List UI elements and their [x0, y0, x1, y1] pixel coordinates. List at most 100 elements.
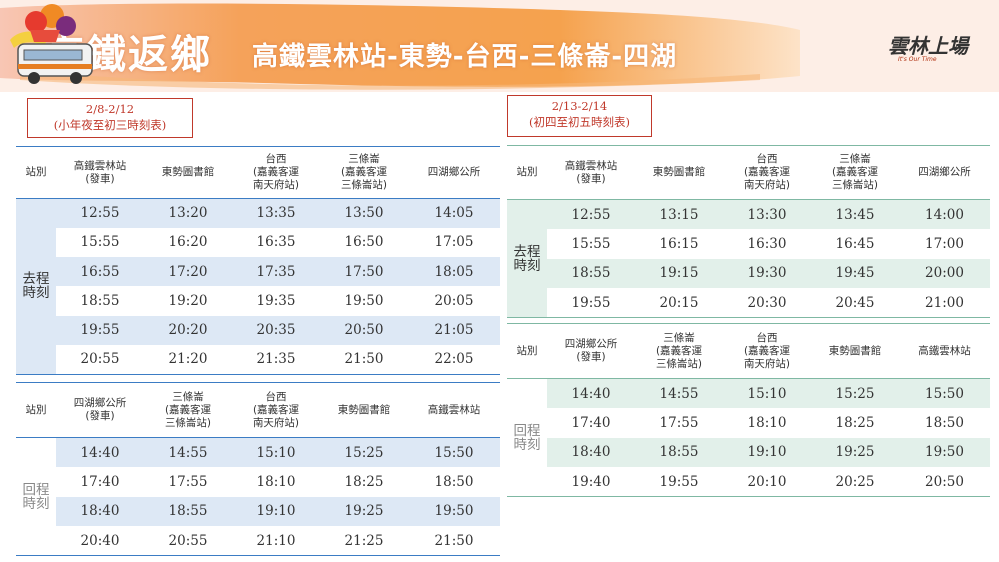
station-header-line: 三條崙: [172, 390, 204, 403]
direction-label: 去程 時刻: [16, 198, 56, 375]
direction-label-line: 去程: [22, 271, 50, 288]
time-cell: 13:35: [232, 198, 320, 228]
time-cell: 21:35: [256, 351, 296, 368]
table-row: 15:55 16:20 16:35 16:50 17:05: [16, 228, 500, 257]
time-cell: 15:10: [232, 437, 320, 467]
station-header-line: 東勢圖書館: [161, 166, 215, 178]
time-cell: 18:50: [925, 414, 964, 431]
left-period-note: (小年夜至初三時刻表): [53, 118, 167, 132]
time-cell: 19:55: [659, 473, 699, 490]
time-cell: 14:55: [144, 437, 232, 467]
station-header: 高鐵雲林站: [408, 383, 500, 438]
time-cell: 18:40: [547, 437, 635, 467]
banner-brush-stroke: [0, 0, 999, 92]
table-row: 19:55 20:15 20:30 20:45 21:00: [507, 288, 990, 318]
station-header-line: (嘉義客運: [743, 166, 791, 178]
table-row: 17:40 17:55 18:10 18:25 18:50: [507, 408, 990, 438]
time-cell: 20:25: [835, 473, 875, 490]
table-row: 19:55 20:20 20:35 20:50 21:05: [16, 315, 500, 345]
station-header: 四湖鄉公所: [899, 146, 990, 200]
station-header-line: 四湖鄉公所: [427, 166, 481, 178]
direction-label-line: 時刻: [22, 495, 50, 512]
route-title: 高鐵雲林站-東勢-台西-三條崙-四湖: [252, 42, 678, 72]
time-cell: 18:55: [144, 496, 232, 526]
time-cell: 19:35: [256, 293, 296, 310]
station-header: 三條崙 (嘉義客運 三條崙站): [811, 146, 899, 200]
time-cell: 19:25: [320, 496, 408, 526]
right-outbound-timetable: 站別 高鐵雲林站 (發車) 東勢圖書館 台西 (嘉義客運 南天府站) 三條崙 (嘉義客運 三條崙站…: [507, 145, 990, 318]
station-header-line: 三條崙: [348, 153, 380, 165]
station-label-header: 站別: [516, 166, 538, 178]
left-return-timetable: 站別 四湖鄉公所 (發車) 三條崙 (嘉義客運 三條崙站) 台西 (嘉義客運 南天府站) 東勢圖書…: [16, 382, 500, 556]
time-cell: 21:00: [925, 294, 964, 311]
station-header-line: 東勢圖書館: [652, 166, 706, 178]
table-row: 18:55 19:15 19:30 19:45 20:00: [507, 258, 990, 288]
right-return-timetable: 站別 四湖鄉公所 (發車) 三條崙 (嘉義客運 三條崙站) 台西 (嘉義客運 南天府站) 東勢圖書…: [507, 323, 990, 497]
time-cell: 20:20: [144, 315, 232, 345]
station-header: 高鐵雲林站: [899, 324, 990, 379]
direction-label-line: 回程: [513, 422, 541, 439]
station-header-line: (嘉義客運: [655, 344, 703, 357]
time-cell: 16:50: [344, 234, 384, 251]
direction-label: 去程 時刻: [507, 199, 547, 318]
fruit-bus-icon: [10, 4, 93, 84]
time-cell: 20:40: [80, 532, 120, 549]
time-cell: 13:50: [320, 198, 408, 228]
station-header: 四湖鄉公所 (發車): [547, 324, 635, 379]
table-row: 16:55 17:20 17:35 17:50 18:05: [16, 257, 500, 287]
header-row: 站別 高鐵雲林站 (發車) 東勢圖書館 台西 (嘉義客運 南天府站) 三條崙 (嘉義客運 三條崙站…: [16, 146, 500, 199]
table-row: 19:40 19:55 20:10 20:25 20:50: [507, 467, 990, 497]
time-cell: 21:20: [168, 351, 208, 368]
time-cell: 18:05: [408, 257, 500, 287]
right-period-box: 2/13-2/14 (初四至初五時刻表): [507, 95, 652, 137]
time-cell: 16:30: [747, 235, 787, 252]
table-row: 去程 時刻 12:55 13:15 13:30 13:45 14:00: [507, 199, 990, 318]
time-cell: 21:05: [408, 315, 500, 345]
station-header-line: 四湖鄉公所: [564, 338, 618, 350]
station-header: 台西 (嘉義客運 南天府站): [723, 146, 811, 200]
time-cell: 20:30: [747, 294, 787, 311]
time-cell: 15:50: [408, 437, 500, 467]
station-header-line: (嘉義客運: [164, 403, 212, 416]
station-header-line: 四湖鄉公所: [918, 166, 971, 178]
time-cell: 19:25: [811, 437, 899, 467]
direction-label: 回程 時刻: [507, 378, 547, 497]
time-cell: 16:15: [659, 235, 699, 252]
time-cell: 20:55: [80, 351, 120, 368]
time-cell: 19:15: [635, 258, 723, 288]
time-cell: 17:50: [320, 257, 408, 287]
station-header-line: 三條崙: [663, 331, 695, 344]
station-header: 四湖鄉公所 (發車): [56, 383, 144, 438]
time-cell: 14:40: [547, 378, 635, 408]
time-cell: 13:30: [723, 199, 811, 229]
time-cell: 13:20: [144, 198, 232, 228]
right-period-dates: 2/13-2/14: [551, 99, 608, 113]
time-cell: 17:05: [434, 234, 474, 251]
time-cell: 19:55: [571, 294, 611, 311]
station-header: 台西 (嘉義客運 南天府站): [232, 383, 320, 438]
time-cell: 17:55: [659, 414, 699, 431]
time-cell: 20:35: [232, 315, 320, 345]
table-row: 18:40 18:55 19:10 19:25 19:50: [507, 437, 990, 467]
time-cell: 21:10: [256, 532, 296, 549]
time-cell: 15:55: [80, 234, 120, 251]
time-cell: 19:40: [571, 473, 611, 490]
station-header-line: 台西: [265, 153, 287, 165]
time-cell: 17:00: [925, 235, 964, 252]
direction-label-line: 時刻: [513, 436, 541, 453]
station-header: 四湖鄉公所: [408, 147, 500, 199]
time-cell: 15:25: [320, 437, 408, 467]
station-header-line: 南天府站): [252, 179, 300, 191]
station-header-line: (嘉義客運: [340, 166, 388, 178]
station-header-line: 四湖鄉公所: [73, 397, 127, 409]
station-header: 東勢圖書館: [144, 147, 232, 199]
left-outbound-timetable: 站別 高鐵雲林站 (發車) 東勢圖書館 台西 (嘉義客運 南天府站) 三條崙 (嘉義客運 三條崙站…: [16, 146, 500, 375]
station-header-line: (嘉義客運: [252, 403, 300, 416]
time-cell: 19:10: [232, 496, 320, 526]
time-cell: 19:20: [168, 293, 208, 310]
time-cell: 18:55: [80, 293, 120, 310]
time-cell: 19:30: [723, 258, 811, 288]
table-row: 18:40 18:55 19:10 19:25 19:50: [16, 496, 500, 526]
station-header: 三條崙 (嘉義客運 三條崙站): [320, 147, 408, 199]
time-cell: 15:55: [571, 235, 611, 252]
